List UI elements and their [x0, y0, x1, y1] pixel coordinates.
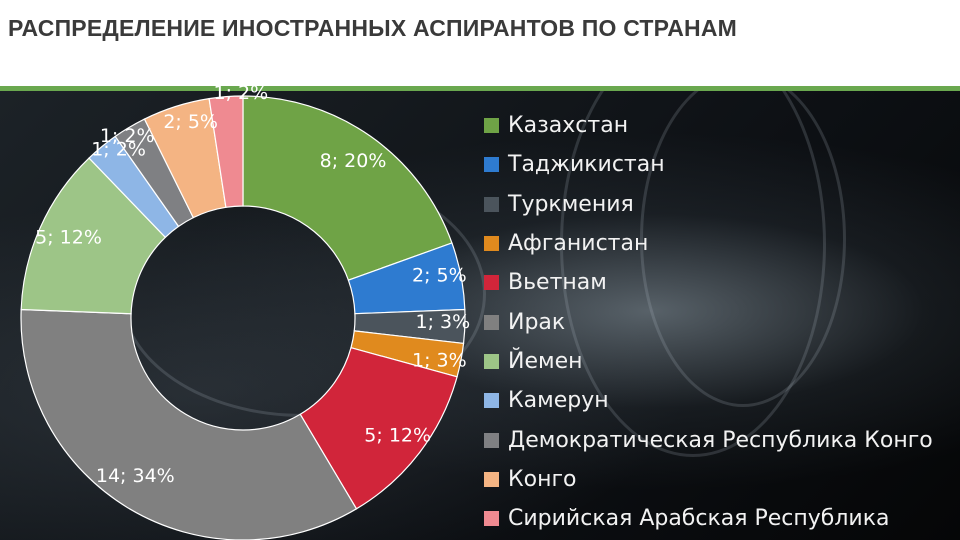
- legend-label: Вьетнам: [508, 270, 607, 296]
- data-label-2: 2; 5%: [412, 264, 467, 286]
- data-label-1: 8; 20%: [320, 150, 387, 172]
- legend-item: Конго: [484, 460, 933, 499]
- slices: [20, 95, 466, 540]
- data-label-5: 5; 12%: [364, 424, 431, 446]
- legend-swatch: [484, 275, 499, 291]
- legend-item: Вьетнам: [484, 263, 933, 302]
- legend-swatch: [484, 432, 499, 448]
- background-strand: [640, 91, 846, 407]
- legend-swatch: [484, 471, 499, 487]
- data-labels: 8; 20% 2; 5% 1; 3% 1; 3% 5; 12% 14; 34% 5; 12%…: [35, 82, 470, 487]
- legend-swatch: [484, 118, 499, 134]
- chart-legend: Казахстан Таджикистан Туркмения Афганистан В…: [484, 106, 933, 538]
- legend-label: Ирак: [508, 309, 566, 335]
- data-label-10: 2; 5%: [163, 111, 218, 133]
- slice-6: [20, 308, 358, 540]
- legend-swatch: [484, 236, 499, 252]
- legend-item: Казахстан: [484, 106, 933, 145]
- data-label-4: 1; 3%: [412, 350, 467, 372]
- legend-label: Конго: [508, 466, 577, 492]
- slice-1: [242, 95, 453, 281]
- data-label-7: 5; 12%: [35, 226, 102, 248]
- legend-item: Йемен: [484, 342, 933, 381]
- data-label-8: 1; 2%: [91, 139, 146, 161]
- legend-item: Туркмения: [484, 185, 933, 224]
- legend-swatch: [484, 157, 499, 173]
- legend-label: Сирийская Арабская Республика: [508, 506, 890, 532]
- legend-swatch: [484, 196, 499, 212]
- legend-label: Демократическая Республика Конго: [508, 427, 933, 453]
- legend-swatch: [484, 511, 499, 527]
- legend-item: Камерун: [484, 381, 933, 420]
- legend-item: Таджикистан: [484, 145, 933, 184]
- legend-item: Сирийская Арабская Республика: [484, 499, 933, 538]
- data-label-6: 14; 34%: [96, 465, 175, 487]
- slice-11: [208, 95, 244, 208]
- title-underline: [0, 86, 960, 91]
- legend-swatch: [484, 314, 499, 330]
- legend-label: Камерун: [508, 388, 609, 414]
- legend-label: Казахстан: [508, 113, 629, 139]
- data-label-3: 1; 3%: [416, 311, 471, 333]
- data-label-9: 1; 2%: [100, 125, 155, 147]
- legend-label: Афганистан: [508, 231, 649, 257]
- legend-item: Демократическая Республика Конго: [484, 420, 933, 459]
- legend-item: Афганистан: [484, 224, 933, 263]
- title-bar: РАСПРЕДЕЛЕНИЕ ИНОСТРАННЫХ АСПИРАНТОВ ПО …: [0, 0, 960, 86]
- page-title: РАСПРЕДЕЛЕНИЕ ИНОСТРАННЫХ АСПИРАНТОВ ПО …: [8, 15, 737, 41]
- data-label-11: 1; 2%: [214, 82, 269, 104]
- legend-swatch: [484, 353, 499, 369]
- legend-swatch: [484, 393, 499, 409]
- legend-label: Йемен: [508, 348, 583, 374]
- legend-label: Туркмения: [508, 191, 634, 217]
- legend-label: Таджикистан: [508, 152, 665, 178]
- legend-item: Ирак: [484, 302, 933, 341]
